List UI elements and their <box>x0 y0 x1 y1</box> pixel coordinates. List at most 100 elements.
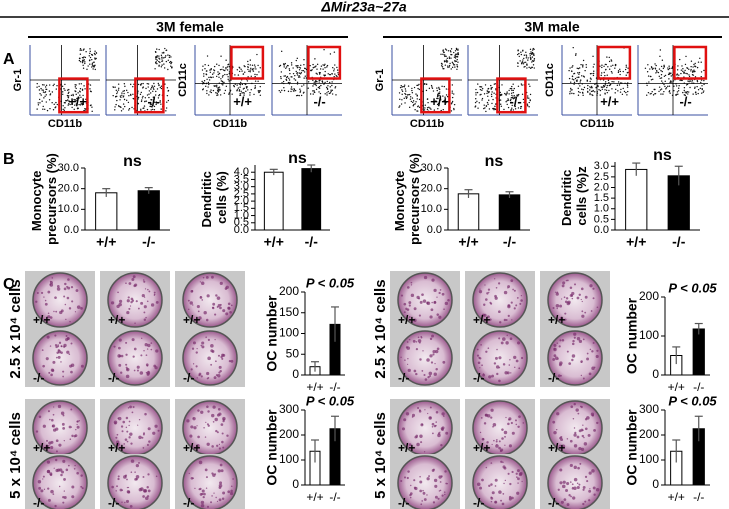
event-dot <box>154 101 156 104</box>
event-dot <box>221 80 224 83</box>
event-dot <box>331 89 334 91</box>
event-dot <box>478 102 480 104</box>
event-dot <box>436 97 438 100</box>
stain-spot <box>436 347 440 351</box>
event-dot <box>313 83 315 86</box>
event-dot <box>451 96 454 99</box>
event-dot <box>156 88 159 90</box>
event-dot <box>316 68 318 70</box>
stain-spot <box>35 300 38 303</box>
stain-spot <box>58 443 62 447</box>
event-dot <box>582 75 585 77</box>
stain-spot <box>63 343 67 348</box>
stain-spot <box>56 287 61 291</box>
stain-spot <box>195 351 198 354</box>
stain-spot <box>46 439 48 442</box>
stain-spot <box>498 366 501 369</box>
stain-spot <box>430 308 434 312</box>
event-dot <box>405 97 408 100</box>
stain-spot <box>216 431 219 434</box>
stain-spot <box>577 466 580 470</box>
event-dot <box>245 87 248 89</box>
event-dot <box>303 59 305 61</box>
event-dot <box>283 89 286 92</box>
event-dot <box>236 69 239 71</box>
event-dot <box>514 108 517 110</box>
stain-spot <box>500 499 503 502</box>
event-dot <box>603 65 605 68</box>
event-dot <box>64 89 66 92</box>
event-dot <box>602 84 605 87</box>
stain-spot <box>592 297 595 300</box>
well-genotype: +/+ <box>33 313 50 327</box>
event-dot <box>140 91 142 94</box>
stain-spot <box>410 281 413 284</box>
stain-spot <box>441 412 445 416</box>
event-dot <box>405 93 407 96</box>
stain-spot <box>117 417 119 420</box>
well-genotype: -/- <box>473 496 484 509</box>
stain-spot <box>126 490 131 494</box>
stain-spot <box>131 411 134 414</box>
event-dot <box>247 66 249 68</box>
stain-spot <box>141 436 144 439</box>
stain-spot <box>201 489 205 493</box>
stain-spot <box>216 500 219 503</box>
stain-spot <box>128 420 131 423</box>
stain-spot <box>230 359 234 363</box>
event-dot <box>219 68 222 71</box>
stain-spot <box>49 472 53 476</box>
stain-spot <box>584 475 588 479</box>
event-dot <box>688 68 690 70</box>
event-dot <box>64 107 66 109</box>
event-dot <box>454 59 456 62</box>
stain-spot <box>205 421 207 424</box>
stain-spot <box>498 446 501 450</box>
event-dot <box>453 64 456 66</box>
event-dot <box>312 90 314 92</box>
event-dot <box>94 68 96 71</box>
event-dot <box>84 107 86 110</box>
event-dot <box>481 99 483 101</box>
event-dot <box>403 86 406 88</box>
stain-spot <box>118 302 122 307</box>
event-dot <box>48 99 51 101</box>
stain-spot <box>140 354 143 357</box>
stain-spot <box>214 313 217 316</box>
event-dot <box>517 107 520 109</box>
event-dot <box>119 99 121 101</box>
stain-spot <box>50 373 53 377</box>
event-dot <box>202 88 205 90</box>
stain-spot <box>125 499 130 503</box>
stain-spot <box>434 363 436 365</box>
stain-spot <box>64 303 67 306</box>
event-dot <box>91 106 93 108</box>
stain-spot <box>436 313 439 316</box>
event-dot <box>659 49 662 51</box>
stain-spot <box>117 416 122 421</box>
x-tick-label: +/+ <box>264 234 284 250</box>
event-dot <box>75 90 77 93</box>
stain-spot <box>441 426 445 430</box>
event-dot <box>688 80 690 83</box>
stain-spot <box>196 377 198 379</box>
event-dot <box>89 88 91 90</box>
event-dot <box>89 50 91 53</box>
event-dot <box>524 61 527 63</box>
well-genotype: +/+ <box>473 441 490 455</box>
stain-spot <box>494 278 496 280</box>
stain-spot <box>132 355 135 358</box>
event-dot <box>607 79 610 82</box>
stain-spot <box>513 355 517 360</box>
event-dot <box>77 107 79 110</box>
event-dot <box>571 75 574 78</box>
stain-spot <box>74 311 77 313</box>
event-dot <box>159 101 161 103</box>
event-dot <box>208 94 210 96</box>
event-dot <box>41 84 44 86</box>
stain-spot <box>505 318 508 322</box>
event-dot <box>141 97 144 99</box>
event-dot <box>444 64 447 66</box>
stain-spot <box>490 416 493 419</box>
